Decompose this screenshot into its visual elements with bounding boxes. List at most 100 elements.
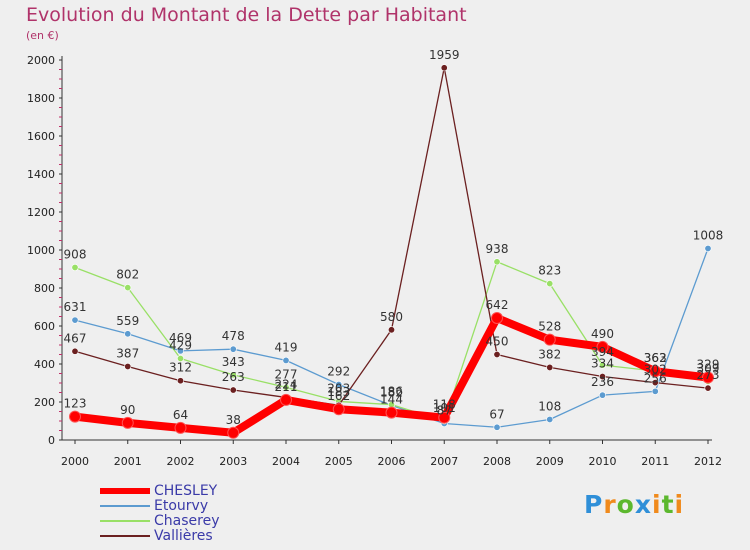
data-label-etourvy: 1008 (693, 228, 724, 242)
data-point-etourvy (493, 423, 501, 431)
legend-item-chesley: CHESLEY (100, 483, 280, 499)
data-label-chesley: 329 (697, 357, 720, 371)
data-point-chesley (332, 403, 345, 416)
x-tick-label: 2005 (325, 455, 353, 468)
data-label-etourvy: 419 (275, 340, 298, 354)
data-label-etourvy: 292 (327, 365, 350, 379)
chart-title: Evolution du Montant de la Dette par Hab… (26, 4, 467, 26)
data-label-chaserey: 203 (327, 381, 350, 395)
data-label-etourvy: 182 (380, 385, 403, 399)
x-tick-label: 2009 (536, 455, 564, 468)
data-label-chaserey: 802 (116, 268, 139, 282)
data-point-chaserey (71, 263, 79, 271)
data-point-chesley (174, 421, 187, 434)
data-label-etourvy: 108 (538, 399, 561, 413)
data-point-vallières (229, 386, 237, 394)
data-point-chesley (438, 411, 451, 424)
data-point-etourvy (282, 356, 290, 364)
legend-label-chesley: CHESLEY (154, 483, 218, 499)
data-point-chesley (491, 312, 503, 325)
data-point-chesley (385, 406, 398, 419)
chart-subtitle: (en €) (26, 29, 59, 42)
data-label-chaserey: 908 (64, 247, 87, 261)
data-label-vallières: 302 (644, 363, 667, 377)
data-point-vallières (124, 362, 132, 370)
data-label-vallières: 450 (486, 335, 509, 349)
y-tick-label: 1600 (27, 130, 55, 143)
data-label-etourvy: 256 (644, 371, 667, 385)
y-tick-label: 1200 (27, 206, 55, 219)
data-label-etourvy: 236 (591, 375, 614, 389)
data-point-etourvy (124, 330, 132, 338)
y-tick-label: 1800 (27, 92, 55, 105)
data-point-chesley (121, 416, 134, 429)
legend-swatch-vallieres (100, 535, 150, 537)
data-point-chaserey (124, 284, 132, 292)
x-tick-label: 2006 (378, 455, 406, 468)
data-point-etourvy (71, 316, 79, 324)
data-label-chaserey: 429 (169, 338, 192, 352)
data-point-vallières (387, 326, 395, 334)
data-label-etourvy: 87 (437, 403, 452, 417)
data-label-vallières: 273 (697, 368, 720, 382)
data-label-vallières: 467 (64, 331, 87, 345)
data-label-vallières: 382 (538, 347, 561, 361)
data-label-vallières: 183 (327, 385, 350, 399)
data-label-vallières: 312 (169, 361, 192, 375)
data-point-etourvy (651, 387, 659, 395)
data-label-vallières: 387 (116, 346, 139, 360)
data-label-chaserey: 938 (486, 242, 509, 256)
data-label-chesley: 90 (120, 403, 135, 417)
data-label-vallières: 580 (380, 310, 403, 324)
x-tick-label: 2003 (219, 455, 247, 468)
data-label-etourvy: 631 (64, 300, 87, 314)
data-point-chesley (702, 371, 714, 384)
data-point-vallières (177, 377, 185, 385)
data-point-chesley (649, 365, 662, 378)
data-point-chesley (596, 340, 609, 353)
data-point-etourvy (335, 381, 343, 389)
y-tick-label: 400 (34, 358, 55, 371)
data-point-chesley (227, 426, 240, 439)
data-label-chaserey: 309 (697, 361, 720, 375)
data-label-vallières: 334 (591, 357, 614, 371)
data-label-etourvy: 67 (489, 407, 504, 421)
data-point-chaserey (282, 383, 290, 391)
y-tick-label: 1000 (27, 244, 55, 257)
y-tick-label: 800 (34, 282, 55, 295)
legend-item-etourvy: Etourvy (100, 498, 280, 514)
data-point-vallières (546, 363, 554, 371)
data-label-chaserey: 823 (538, 264, 561, 278)
y-tick-label: 0 (48, 434, 55, 447)
data-label-chaserey: 394 (591, 345, 614, 359)
y-tick-label: 1400 (27, 168, 55, 181)
data-point-vallières (704, 384, 712, 392)
data-label-chesley: 211 (275, 380, 298, 394)
data-label-chaserey: 186 (380, 385, 403, 399)
data-point-chaserey (598, 361, 606, 369)
data-point-etourvy (704, 244, 712, 252)
data-point-chaserey (177, 354, 185, 362)
legend-item-chaserey: Chaserey (100, 513, 280, 529)
data-point-vallières (493, 350, 501, 358)
data-label-chesley: 528 (538, 320, 561, 334)
data-label-etourvy: 559 (116, 314, 139, 328)
data-point-etourvy (229, 345, 237, 353)
data-label-chaserey: 277 (275, 367, 298, 381)
x-tick-label: 2007 (430, 455, 458, 468)
data-label-chaserey: 343 (222, 355, 245, 369)
legend-item-vallieres: Vallières (100, 528, 280, 544)
data-point-etourvy (598, 391, 606, 399)
legend-label-etourvy: Etourvy (154, 498, 209, 514)
x-tick-label: 2008 (483, 455, 511, 468)
data-label-etourvy: 478 (222, 329, 245, 343)
data-label-chesley: 362 (644, 351, 667, 365)
x-tick-label: 2001 (114, 455, 142, 468)
data-point-chaserey (229, 371, 237, 379)
x-tick-label: 2011 (641, 455, 669, 468)
data-point-chaserey (493, 258, 501, 266)
data-point-etourvy (546, 415, 554, 423)
x-tick-label: 2002 (167, 455, 195, 468)
data-point-etourvy (177, 347, 185, 355)
